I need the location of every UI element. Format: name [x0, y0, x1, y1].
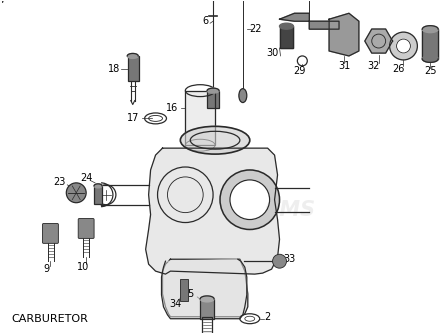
Ellipse shape — [422, 26, 438, 33]
Text: 24: 24 — [80, 173, 92, 183]
Ellipse shape — [200, 296, 214, 302]
Circle shape — [396, 39, 410, 53]
Bar — [202, 317, 212, 333]
Ellipse shape — [422, 55, 438, 62]
Text: CARBURETOR: CARBURETOR — [12, 314, 89, 324]
Text: 29: 29 — [293, 66, 306, 76]
Text: 10: 10 — [77, 262, 89, 272]
Text: 33: 33 — [283, 254, 296, 264]
Text: 17: 17 — [127, 114, 139, 123]
Polygon shape — [162, 259, 248, 317]
Text: 23: 23 — [53, 177, 66, 187]
Text: 34: 34 — [169, 299, 182, 309]
Text: 2: 2 — [264, 312, 271, 322]
Bar — [180, 279, 188, 301]
Text: 6: 6 — [202, 16, 208, 26]
Text: 26: 26 — [392, 64, 405, 74]
Text: 30: 30 — [266, 48, 279, 58]
Polygon shape — [365, 29, 392, 53]
Text: 22: 22 — [249, 24, 262, 34]
Bar — [422, 29, 438, 59]
Text: 32: 32 — [368, 61, 380, 71]
Ellipse shape — [280, 23, 293, 29]
Polygon shape — [186, 91, 215, 145]
Text: 16: 16 — [166, 104, 178, 114]
Ellipse shape — [207, 88, 219, 93]
Polygon shape — [161, 259, 247, 319]
Bar — [128, 56, 139, 81]
Ellipse shape — [127, 53, 138, 58]
Circle shape — [273, 254, 286, 268]
Text: 5: 5 — [187, 289, 194, 299]
Text: 18: 18 — [108, 64, 120, 74]
Bar — [186, 91, 215, 145]
Circle shape — [66, 183, 86, 203]
Ellipse shape — [94, 184, 102, 188]
Circle shape — [230, 180, 270, 219]
Bar — [94, 186, 102, 204]
Text: 9: 9 — [43, 264, 50, 274]
Text: CMS: CMS — [264, 200, 315, 220]
Bar — [207, 91, 219, 109]
Text: 25: 25 — [424, 66, 437, 76]
FancyBboxPatch shape — [42, 223, 58, 243]
Circle shape — [390, 32, 417, 60]
Bar — [280, 26, 293, 48]
Text: 31: 31 — [338, 61, 350, 71]
Polygon shape — [280, 13, 339, 29]
Ellipse shape — [239, 89, 247, 103]
Polygon shape — [329, 13, 359, 56]
Circle shape — [220, 170, 280, 229]
Polygon shape — [181, 126, 250, 154]
FancyBboxPatch shape — [78, 218, 94, 238]
Polygon shape — [146, 148, 280, 274]
Bar — [200, 299, 214, 319]
